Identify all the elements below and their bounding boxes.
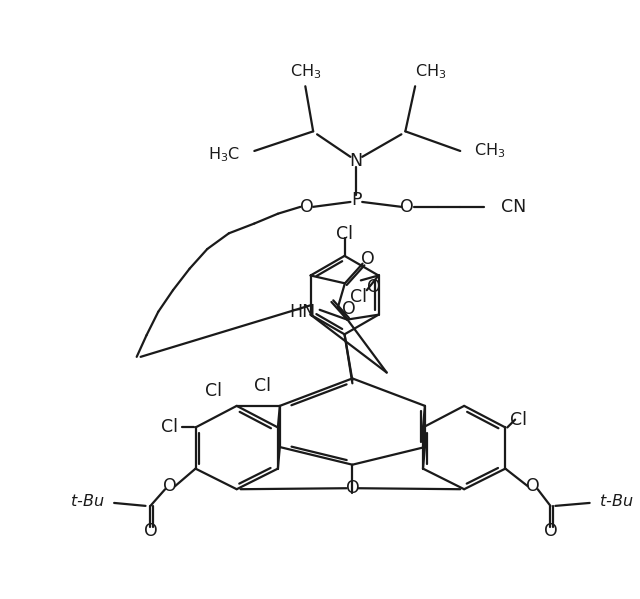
Text: O: O bbox=[300, 198, 314, 216]
Text: O: O bbox=[143, 522, 157, 540]
Text: O: O bbox=[342, 300, 356, 318]
Text: Cl: Cl bbox=[161, 419, 178, 437]
Text: N: N bbox=[349, 152, 363, 170]
Text: $t$-Bu: $t$-Bu bbox=[600, 493, 634, 509]
Text: H$_3$C: H$_3$C bbox=[207, 146, 239, 164]
Text: Cl: Cl bbox=[205, 382, 222, 400]
Text: O: O bbox=[360, 250, 374, 268]
Text: CN: CN bbox=[501, 198, 527, 216]
Text: O: O bbox=[163, 477, 177, 495]
Text: Cl: Cl bbox=[350, 288, 367, 306]
Text: O: O bbox=[367, 279, 380, 297]
Text: O: O bbox=[346, 479, 359, 497]
Text: HN: HN bbox=[289, 302, 316, 320]
Text: Cl: Cl bbox=[254, 377, 271, 395]
Text: CH$_3$: CH$_3$ bbox=[415, 62, 447, 81]
Text: CH$_3$: CH$_3$ bbox=[289, 62, 321, 81]
Text: O: O bbox=[543, 522, 557, 540]
Text: O: O bbox=[401, 198, 414, 216]
Text: O: O bbox=[526, 477, 540, 495]
Text: Cl: Cl bbox=[336, 225, 353, 243]
Text: Cl: Cl bbox=[510, 410, 527, 429]
Text: CH$_3$: CH$_3$ bbox=[474, 141, 506, 161]
Text: $t$-Bu: $t$-Bu bbox=[70, 493, 104, 509]
Text: P: P bbox=[351, 191, 362, 209]
